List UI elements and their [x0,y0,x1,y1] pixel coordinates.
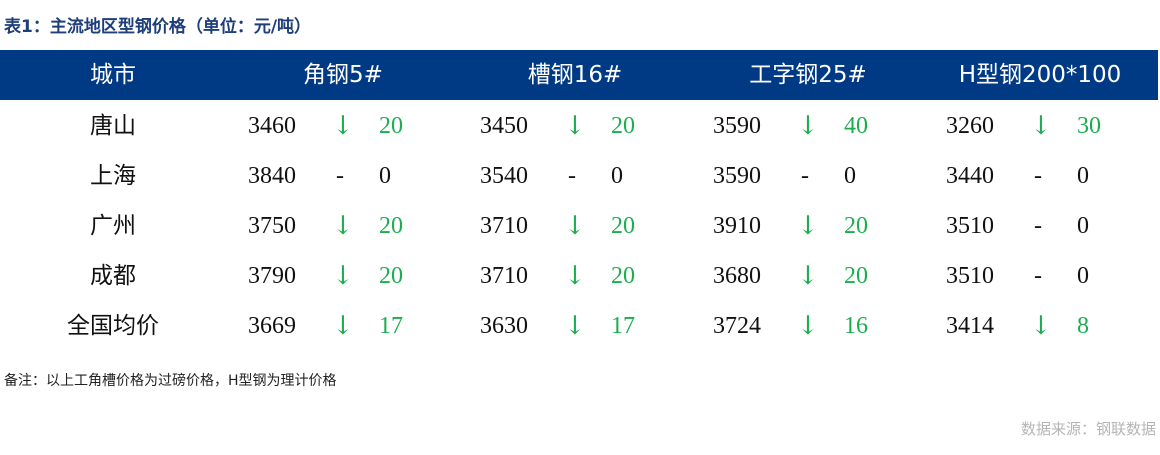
price-cell: 3540 [480,163,528,189]
down-arrow-icon: ↓ [797,311,819,341]
column-header: 角钢5# [303,62,383,88]
down-arrow-icon: ↓ [1030,111,1052,141]
down-arrow-icon: ↓ [564,261,586,291]
price-cell: 3710 [480,213,528,239]
price-cell: 3669 [248,313,296,339]
city-cell: 全国均价 [67,313,159,339]
no-change-dash: - [1034,263,1042,289]
change-cell: 0 [844,163,856,189]
change-cell: 16 [844,313,868,339]
change-cell: 0 [1077,163,1089,189]
city-cell: 上海 [90,163,136,189]
price-cell: 3630 [480,313,528,339]
change-cell: 20 [611,263,635,289]
table-row: 广州 3750 ↓ 20 3710 ↓ 20 3910 ↓ 20 3510 - 0 [0,201,1160,251]
price-cell: 3590 [713,163,761,189]
price-cell: 3680 [713,263,761,289]
city-cell: 广州 [90,213,136,239]
price-cell: 3260 [946,113,994,139]
down-arrow-icon: ↓ [564,211,586,241]
down-arrow-icon: ↓ [797,111,819,141]
price-cell: 3414 [946,313,994,339]
table-row: 成都 3790 ↓ 20 3710 ↓ 20 3680 ↓ 20 3510 - 0 [0,251,1160,301]
down-arrow-icon: ↓ [332,261,354,291]
down-arrow-icon: ↓ [564,111,586,141]
price-cell: 3910 [713,213,761,239]
down-arrow-icon: ↓ [332,111,354,141]
price-cell: 3440 [946,163,994,189]
footnote: 备注：以上工角槽价格为过磅价格，H型钢为理计价格 [4,373,337,389]
price-cell: 3510 [946,213,994,239]
down-arrow-icon: ↓ [564,311,586,341]
column-header: 工字钢25# [749,62,867,88]
change-cell: 20 [844,213,868,239]
change-cell: 30 [1077,113,1101,139]
down-arrow-icon: ↓ [332,311,354,341]
change-cell: 20 [611,213,635,239]
no-change-dash: - [336,163,344,189]
price-cell: 3590 [713,113,761,139]
column-header: H型钢200*100 [958,62,1122,88]
change-cell: 0 [1077,213,1089,239]
table-header: 城市 角钢5# 槽钢16# 工字钢25# H型钢200*100 [0,50,1158,100]
table-row: 唐山 3460 ↓ 20 3450 ↓ 20 3590 ↓ 40 3260 ↓ 30 [0,101,1160,151]
price-cell: 3510 [946,263,994,289]
table-row: 上海 3840 - 0 3540 - 0 3590 - 0 3440 - 0 [0,151,1160,201]
price-cell: 3450 [480,113,528,139]
city-cell: 唐山 [90,113,136,139]
data-source: 数据来源：钢联数据 [1020,420,1156,438]
price-cell: 3790 [248,263,296,289]
city-cell: 成都 [90,263,136,289]
change-cell: 20 [379,113,403,139]
price-cell: 3710 [480,263,528,289]
price-cell: 3724 [713,313,761,339]
column-header: 槽钢16# [527,62,623,88]
change-cell: 17 [379,313,403,339]
change-cell: 20 [844,263,868,289]
change-cell: 0 [379,163,391,189]
change-cell: 17 [611,313,635,339]
table-row: 全国均价 3669 ↓ 17 3630 ↓ 17 3724 ↓ 16 3414 ↓ 8 [0,301,1160,351]
price-cell: 3750 [248,213,296,239]
down-arrow-icon: ↓ [797,211,819,241]
no-change-dash: - [801,163,809,189]
price-cell: 3460 [248,113,296,139]
column-header: 城市 [90,62,136,88]
change-cell: 0 [1077,263,1089,289]
price-cell: 3840 [248,163,296,189]
change-cell: 8 [1077,313,1089,339]
down-arrow-icon: ↓ [1030,311,1052,341]
change-cell: 20 [379,213,403,239]
no-change-dash: - [568,163,576,189]
change-cell: 40 [844,113,868,139]
down-arrow-icon: ↓ [332,211,354,241]
table-title: 表1：主流地区型钢价格（单位：元/吨） [4,17,312,37]
change-cell: 20 [611,113,635,139]
change-cell: 0 [611,163,623,189]
down-arrow-icon: ↓ [797,261,819,291]
no-change-dash: - [1034,213,1042,239]
change-cell: 20 [379,263,403,289]
no-change-dash: - [1034,163,1042,189]
